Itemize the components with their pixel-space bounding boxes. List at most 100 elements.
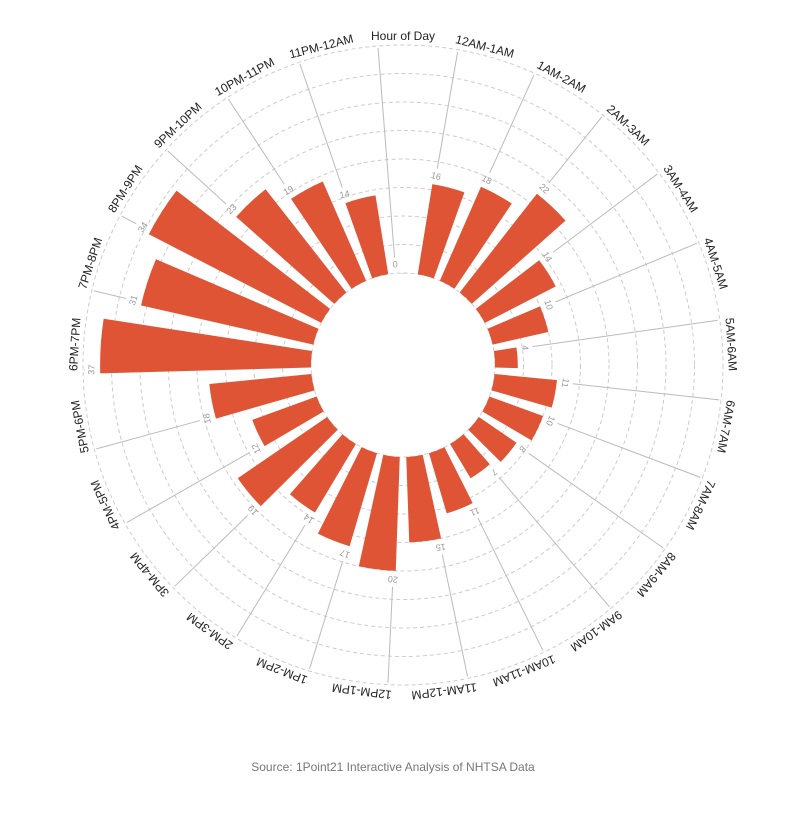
spoke: [93, 290, 127, 300]
spoke: [436, 51, 459, 169]
category-label: 1AM-2AM: [535, 58, 588, 96]
category-label: 4AM-5AM: [701, 236, 731, 291]
bar: [493, 347, 518, 369]
bar: [140, 259, 319, 345]
bar: [358, 454, 400, 571]
spoke: [498, 477, 610, 608]
grid-ring: [82, 44, 724, 686]
category-label: 7PM-8PM: [75, 236, 105, 291]
spoke: [377, 47, 396, 258]
bar: [289, 434, 356, 513]
value-label: 20: [387, 574, 398, 585]
grid-ring: [139, 101, 667, 629]
value-label: 22: [537, 182, 551, 196]
spoke: [555, 242, 697, 303]
spoke: [557, 422, 701, 478]
source-note: Source: 1Point21 Interactive Analysis of…: [251, 760, 535, 774]
bar: [100, 318, 313, 374]
spoke: [532, 319, 718, 348]
bar: [236, 189, 347, 304]
bar: [148, 190, 331, 323]
value-label: 19: [282, 184, 296, 198]
grid-ring: [225, 187, 581, 543]
category-label: 3PM-4PM: [127, 550, 172, 600]
value-label: 11: [469, 505, 481, 518]
value-label: 7: [489, 466, 499, 477]
bar: [291, 181, 367, 289]
category-label: 1PM-2PM: [255, 654, 310, 687]
category-label: 5PM-6PM: [68, 399, 92, 454]
category-label: 8AM-9AM: [634, 550, 679, 600]
category-label: 10AM-11AM: [491, 652, 557, 689]
value-label: 0: [393, 260, 398, 270]
category-label: 9AM-10AM: [568, 608, 625, 655]
category-label: 6PM-7PM: [66, 317, 83, 371]
value-label: 8: [517, 444, 528, 454]
grid-ring: [111, 73, 695, 657]
value-label: 14: [540, 250, 554, 264]
spoke: [477, 518, 544, 651]
category-label: 11PM-12AM: [288, 32, 355, 62]
value-label: 10: [544, 414, 557, 427]
bar: [468, 416, 517, 462]
spoke: [441, 554, 468, 677]
category-label: 12PM-1PM: [331, 681, 392, 702]
value-label: 37: [86, 365, 97, 376]
category-label: Hour of Day: [371, 29, 435, 43]
spoke: [299, 63, 343, 188]
bar: [429, 447, 473, 514]
category-label: 12AM-1AM: [454, 32, 516, 60]
value-label: 23: [225, 202, 239, 216]
spoke: [387, 586, 394, 683]
spoke: [548, 116, 603, 184]
value-label: 10: [542, 298, 555, 311]
value-label: 12: [250, 442, 263, 455]
category-label: 4PM-5PM: [88, 478, 123, 532]
spoke: [167, 150, 227, 205]
spoke: [126, 451, 251, 523]
bar: [237, 416, 338, 507]
spoke: [121, 215, 137, 225]
value-label: 18: [201, 413, 213, 425]
spoke: [96, 420, 200, 450]
value-label: 14: [339, 188, 351, 200]
category-label: 7AM-8AM: [683, 478, 718, 532]
value-label: 11: [560, 377, 572, 388]
spoke: [236, 524, 306, 637]
value-label: 34: [136, 220, 150, 234]
spoke: [227, 98, 285, 185]
spoke: [552, 173, 658, 253]
grid-ring: [310, 272, 496, 458]
value-label: 14: [302, 512, 316, 526]
category-label: 11AM-12PM: [411, 680, 478, 702]
bar: [317, 447, 377, 547]
value-label: 16: [430, 170, 442, 182]
bar: [417, 184, 465, 279]
value-label: 31: [127, 294, 140, 307]
category-label: 6AM-7AM: [714, 399, 738, 454]
grid-ring: [253, 215, 553, 515]
bar: [345, 195, 389, 279]
bar: [406, 454, 442, 543]
bar: [252, 396, 324, 447]
value-label: 15: [435, 542, 446, 553]
spoke: [489, 74, 535, 174]
value-label: 19: [246, 503, 260, 517]
category-label: 3AM-4AM: [660, 163, 700, 216]
spoke: [528, 452, 664, 549]
spoke: [572, 383, 720, 401]
value-label: 17: [338, 547, 351, 560]
category-label: 2AM-3AM: [604, 102, 652, 149]
bar: [482, 396, 543, 441]
bar: [491, 374, 557, 408]
category-label: 8PM-9PM: [105, 163, 145, 216]
bar: [439, 186, 512, 289]
spoke: [174, 515, 249, 587]
bar: [209, 374, 315, 419]
spoke: [309, 560, 344, 670]
bar: [487, 306, 549, 345]
category-label: 2PM-3PM: [184, 610, 235, 653]
bar: [459, 193, 566, 304]
